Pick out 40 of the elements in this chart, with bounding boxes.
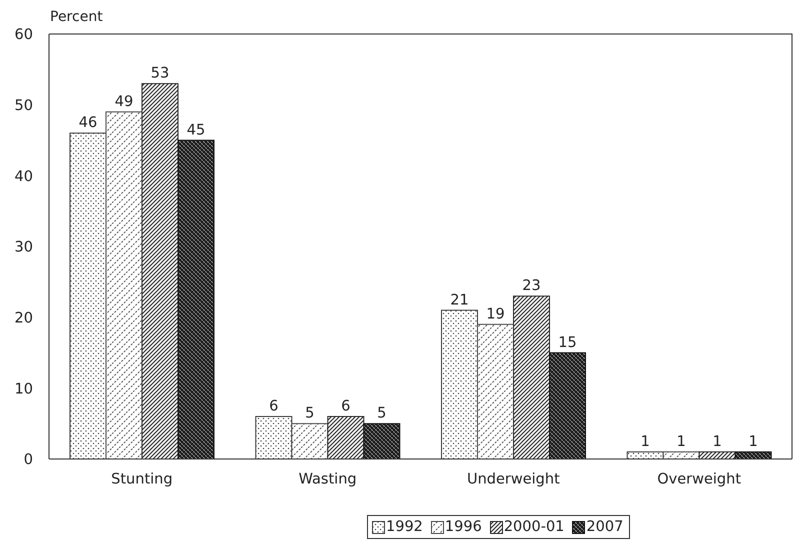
data-label: 45 [186, 122, 206, 138]
data-label: 5 [377, 406, 386, 422]
bar [363, 423, 400, 459]
data-label: 1 [640, 434, 650, 450]
data-label: 46 [78, 115, 98, 132]
data-label: 1 [712, 434, 722, 450]
data-label: 49 [114, 94, 134, 110]
data-label: 1 [748, 434, 758, 450]
data-label: 1 [676, 434, 686, 450]
y-tick-label: 40 [14, 168, 33, 185]
y-tick-label: 30 [14, 240, 33, 256]
y-tick-label: 60 [14, 27, 33, 44]
bar [178, 140, 214, 459]
data-label: 15 [558, 334, 577, 351]
bar [477, 324, 514, 459]
bar [734, 451, 772, 459]
data-label: 6 [341, 398, 350, 414]
bar [106, 111, 142, 459]
data-label: 23 [522, 278, 541, 294]
x-tick-label: Wasting [298, 471, 357, 488]
data-label: 6 [269, 398, 278, 414]
bar [662, 451, 700, 459]
data-label: 21 [450, 292, 469, 308]
x-tick-label: Stunting [111, 471, 173, 488]
x-tick-label: Underweight [466, 471, 560, 488]
y-tick-label: 10 [14, 381, 33, 398]
data-label: 53 [150, 66, 170, 82]
y-tick-label: 20 [14, 310, 33, 326]
data-label: 5 [305, 406, 314, 422]
y-axis-title: Percent [50, 9, 104, 25]
y-tick-label: 50 [14, 98, 33, 114]
legend-label: 1996 [444, 519, 482, 535]
legend-label: 1992 [386, 519, 423, 535]
legend-label: 2007 [586, 519, 624, 535]
bar [291, 423, 328, 459]
x-tick-label: Overweight [657, 471, 742, 488]
y-tick-label: 0 [24, 452, 33, 468]
bar [549, 352, 586, 459]
legend-label: 2000-01 [504, 519, 564, 535]
data-label: 19 [486, 306, 505, 322]
